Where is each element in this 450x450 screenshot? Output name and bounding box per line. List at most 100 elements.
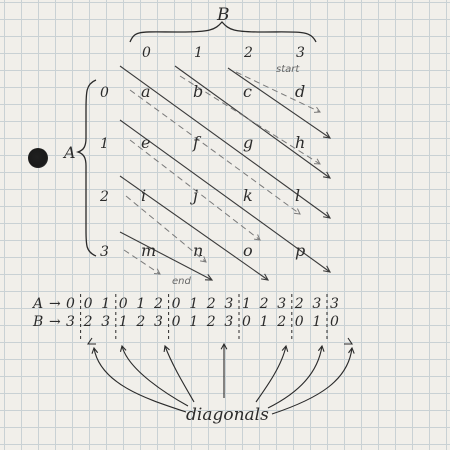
sequence-b-value: 2 [276, 314, 286, 330]
sequence-b-arrow: → [49, 314, 61, 330]
sequence-a-value: 1 [101, 296, 110, 312]
pencil-arrow-line [129, 139, 261, 241]
sequence-a-value: 0 [66, 296, 75, 312]
sequence-b-value: 0 [330, 314, 339, 330]
sequence-b-value: 1 [312, 314, 321, 330]
diagonal-arrows [119, 65, 332, 281]
sequence-b-value: 3 [101, 314, 110, 330]
matrix-cell: j [190, 186, 198, 205]
pencil-arrow-line [123, 249, 161, 275]
row-header: 1 [100, 136, 109, 152]
pencil-arrowhead [253, 234, 261, 241]
pointer-curve [93, 347, 187, 413]
sequence-b-value: 3 [224, 314, 233, 330]
b-brace [129, 21, 317, 43]
sequence-b-label: B [32, 314, 43, 330]
sequence-a-label: A [31, 296, 43, 312]
pencil-arrowhead [313, 158, 321, 165]
matrix-cell: b [193, 82, 203, 101]
sequence-a-value: 2 [294, 296, 304, 312]
sequence-a-value: 0 [172, 296, 181, 312]
pointer-arrowhead [119, 344, 127, 352]
pencil-arrow-line [125, 195, 207, 263]
start-note: start [276, 64, 300, 75]
sequence-b-value: 0 [295, 314, 304, 330]
matrix-cell: k [243, 186, 253, 205]
matrix-cell: c [243, 82, 252, 101]
arrowhead [261, 273, 270, 281]
punch-hole [28, 148, 48, 168]
diagonal-pointer-arrows [86, 337, 355, 415]
pencil-arrowhead [153, 268, 161, 275]
matrix-cell: l [295, 186, 300, 205]
sequence-a-value: 0 [119, 296, 128, 312]
diagonals-label: diagonals [186, 405, 269, 425]
matrix-cell: g [243, 133, 253, 152]
sequence-b-value: 3 [154, 314, 163, 330]
row-headers: 0 1 2 3 [99, 85, 109, 260]
column-header: 0 [142, 45, 151, 61]
sequence-a-value: 1 [189, 296, 198, 312]
diagonal-arrow-line [119, 65, 331, 219]
sequence-a-value: 3 [224, 296, 233, 312]
matrix-cell: i [141, 186, 146, 205]
pointer-curve [271, 347, 353, 415]
sequence-b-value: 1 [119, 314, 128, 330]
pointer-arrowhead [348, 346, 355, 354]
pointer-arrowhead [317, 344, 325, 352]
sequence-b-value: 2 [206, 314, 216, 330]
matrix-cell: n [193, 241, 203, 260]
sequence-a-value: 3 [277, 296, 286, 312]
pencil-arrow-line [129, 89, 301, 215]
row-header: 3 [100, 244, 109, 260]
matrix-cell: p [295, 241, 305, 260]
matrix-cell: d [295, 82, 305, 101]
arrowhead [323, 171, 332, 179]
column-headers: 0 1 2 3 [142, 45, 305, 61]
matrix-cells: a b c d e f g h i j k l m n o p [141, 82, 305, 260]
pencil-arrowhead [313, 106, 321, 113]
bracket-mark [86, 337, 96, 345]
pencil-arrowhead [293, 208, 301, 215]
row-header: 2 [99, 189, 109, 205]
pencil-dashed-arrows [123, 71, 321, 275]
matrix-cell: o [243, 241, 253, 260]
sequence-b-value: 3 [66, 314, 75, 330]
diagonal-arrow-line [119, 119, 331, 273]
pointer-arrowhead [220, 342, 228, 350]
end-note: end [172, 276, 191, 287]
sequence-a-value: 3 [312, 296, 321, 312]
sequence-b-value: 1 [260, 314, 269, 330]
pencil-arrowhead [200, 256, 207, 263]
pencil-arrow-line [235, 71, 321, 113]
matrix-cell: h [295, 133, 305, 152]
sequence-a-value: 2 [153, 296, 163, 312]
pointer-curve [121, 345, 189, 407]
sequence-a-value: 2 [206, 296, 216, 312]
bracket-mark [344, 337, 354, 345]
sequence-a-value: 1 [136, 296, 145, 312]
matrix-cell: e [141, 133, 150, 152]
sequence-a-value: 2 [259, 296, 269, 312]
matrix-cell: m [141, 241, 156, 260]
pointer-arrowhead [163, 344, 170, 353]
diagonal-separators [80, 294, 328, 340]
diagonal-arrow-line [119, 231, 213, 281]
a-brace [75, 79, 97, 257]
sequence-b-value: 0 [172, 314, 181, 330]
column-header: 2 [243, 45, 253, 61]
sequence-a-value: 0 [84, 296, 93, 312]
b-label: B [216, 5, 230, 25]
sequence-b-value: 1 [189, 314, 198, 330]
matrix-cell: f [192, 133, 202, 152]
arrowhead [322, 131, 332, 139]
sequence-a-value: 3 [330, 296, 339, 312]
matrix-cell: a [141, 82, 151, 101]
column-header: 1 [194, 45, 203, 61]
pencil-arrow-line [179, 75, 321, 165]
